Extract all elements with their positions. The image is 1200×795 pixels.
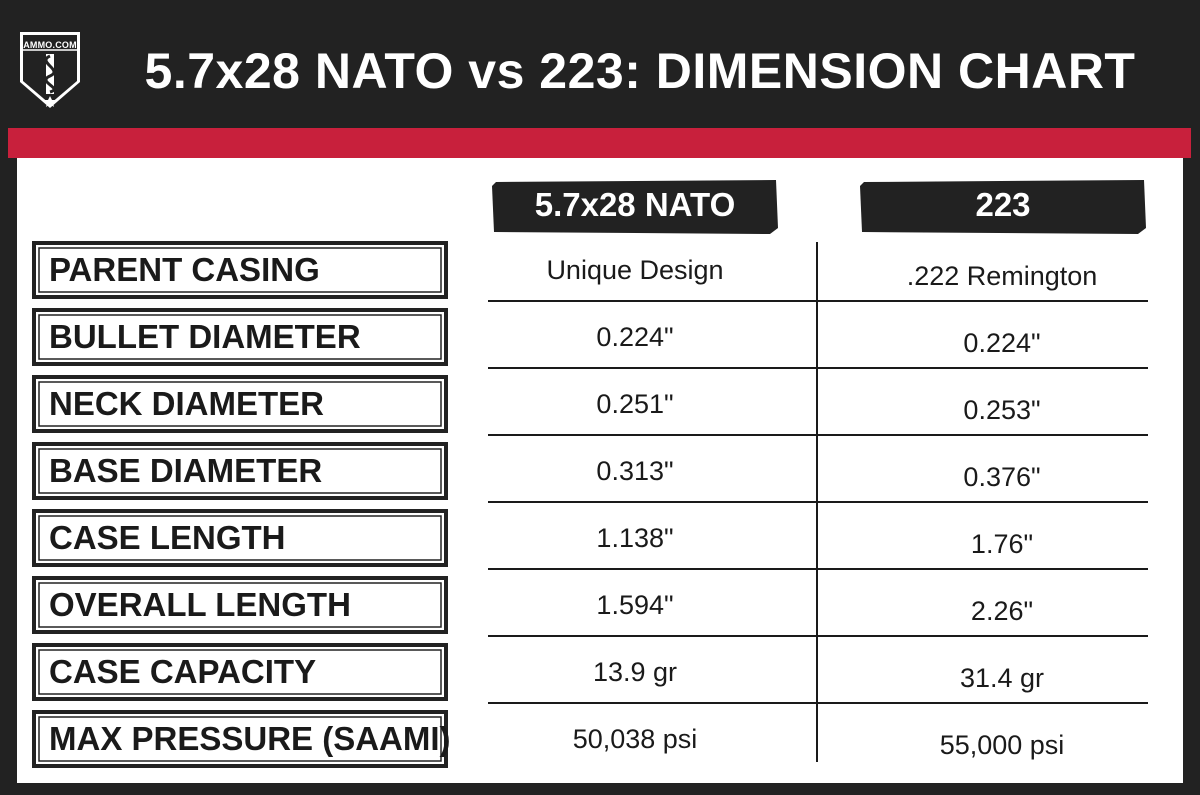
column-header-label: 223 bbox=[975, 186, 1031, 223]
accent-bar bbox=[8, 128, 1191, 158]
label-frame bbox=[32, 576, 448, 634]
brush-stroke-bg bbox=[860, 180, 1146, 234]
row-label-box: PARENT CASING bbox=[31, 240, 449, 300]
row-label-box: NECK DIAMETER bbox=[31, 374, 449, 434]
row-divider bbox=[488, 300, 1148, 302]
label-frame bbox=[32, 509, 448, 567]
row-divider bbox=[488, 635, 1148, 637]
label-frame bbox=[32, 241, 448, 299]
chart-panel bbox=[17, 158, 1183, 783]
row-divider bbox=[488, 702, 1148, 704]
row-label-box: BASE DIAMETER bbox=[31, 441, 449, 501]
table-cell: 0.224" bbox=[596, 322, 674, 352]
row-divider bbox=[488, 434, 1148, 436]
row-label: NECK DIAMETER bbox=[49, 385, 325, 422]
row-divider bbox=[488, 501, 1148, 503]
row-label: MAX PRESSURE (SAAMI) bbox=[49, 720, 451, 757]
table-cell: 0.253" bbox=[963, 395, 1041, 425]
table-cell: 0.224" bbox=[963, 328, 1041, 358]
row-label-box: BULLET DIAMETER bbox=[31, 307, 449, 367]
row-label: BASE DIAMETER bbox=[49, 452, 323, 489]
table-cell: 55,000 psi bbox=[939, 730, 1065, 760]
row-label: BULLET DIAMETER bbox=[49, 318, 361, 355]
table-cell: 2.26" bbox=[970, 596, 1034, 626]
column-divider bbox=[816, 242, 818, 762]
label-frame bbox=[32, 710, 448, 768]
table-cell: 50,038 psi bbox=[572, 724, 698, 754]
table-cell: 1.138" bbox=[596, 523, 674, 553]
table-cell: .222 Remington bbox=[906, 261, 1098, 291]
table-cell: 0.376" bbox=[963, 462, 1041, 492]
header: AMMO.COM 5.7x28 NATO vs 223: DIMENSION C… bbox=[0, 0, 1200, 128]
column-header-label: 5.7x28 NATO bbox=[534, 186, 736, 223]
label-frame bbox=[32, 643, 448, 701]
row-divider bbox=[488, 568, 1148, 570]
row-divider bbox=[488, 367, 1148, 369]
row-label-box: CASE CAPACITY bbox=[31, 642, 449, 702]
table-cell: 1.76" bbox=[970, 529, 1034, 559]
label-frame bbox=[32, 308, 448, 366]
label-frame bbox=[32, 375, 448, 433]
ammo-com-logo[interactable]: AMMO.COM bbox=[18, 30, 82, 110]
row-label-box: OVERALL LENGTH bbox=[31, 575, 449, 635]
table-cell: 13.9 gr bbox=[592, 657, 678, 687]
row-label: CASE CAPACITY bbox=[49, 653, 317, 690]
table-cell: Unique Design bbox=[546, 255, 724, 285]
row-label-box: CASE LENGTH bbox=[31, 508, 449, 568]
row-label: OVERALL LENGTH bbox=[49, 586, 351, 623]
table-cell: 1.594" bbox=[596, 590, 674, 620]
logo-text: AMMO.COM bbox=[23, 40, 77, 50]
column-header-223: 223 bbox=[858, 178, 1148, 236]
table-cell: 0.251" bbox=[596, 389, 674, 419]
row-label: CASE LENGTH bbox=[49, 519, 286, 556]
brush-stroke-bg bbox=[492, 180, 778, 234]
column-header-nato: 5.7x28 NATO bbox=[490, 178, 780, 236]
page-title: 5.7x28 NATO vs 223: DIMENSION CHART bbox=[144, 43, 1136, 99]
row-label: PARENT CASING bbox=[49, 251, 320, 288]
label-frame bbox=[32, 442, 448, 500]
table-cell: 0.313" bbox=[596, 456, 674, 486]
shield-logo-icon bbox=[20, 32, 80, 108]
table-cell: 31.4 gr bbox=[959, 663, 1045, 693]
row-label-box: MAX PRESSURE (SAAMI) bbox=[31, 709, 451, 769]
